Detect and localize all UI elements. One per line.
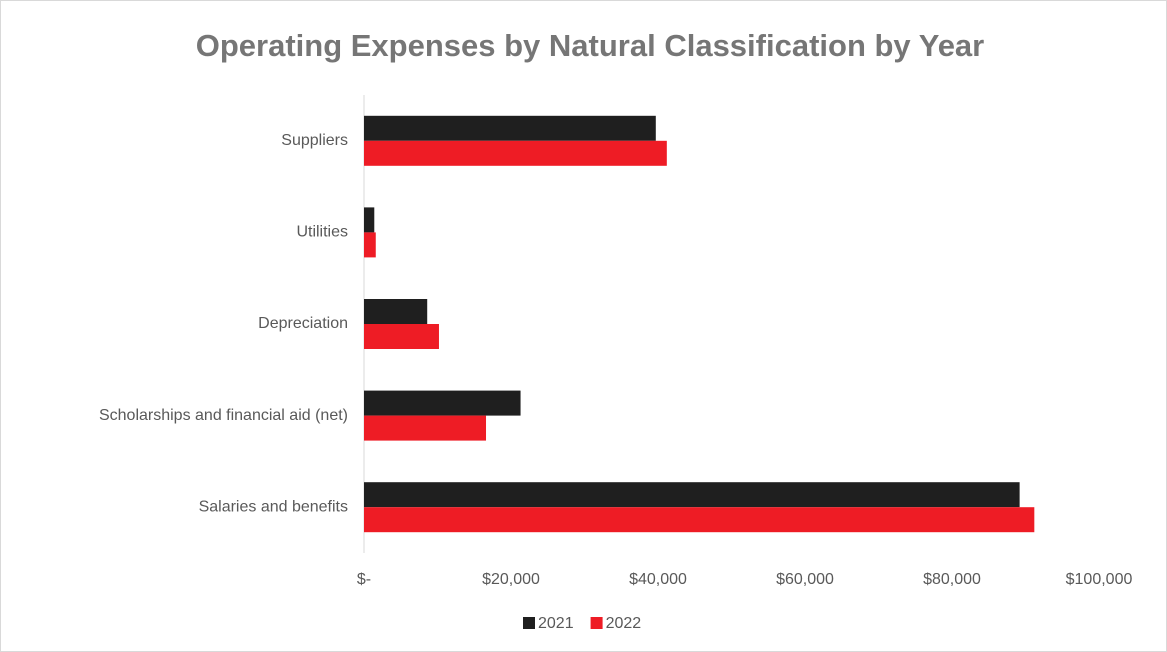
x-tick-label: $40,000 [629, 571, 687, 588]
bar [364, 507, 1035, 533]
bar [364, 324, 439, 349]
y-tick-label: Scholarships and financial aid (net) [99, 407, 348, 424]
y-tick-label: Salaries and benefits [199, 498, 348, 515]
bar [364, 115, 656, 141]
bar [364, 482, 1020, 508]
bar [364, 140, 667, 166]
y-tick-label: Utilities [296, 224, 348, 241]
x-tick-label: $20,000 [482, 571, 540, 588]
x-tick-label: $100,000 [1066, 571, 1133, 588]
y-tick-label: Depreciation [258, 315, 348, 332]
bar [364, 390, 521, 416]
x-tick-label: $60,000 [776, 571, 834, 588]
x-tick-label: $80,000 [923, 571, 981, 588]
bar [364, 232, 376, 258]
legend-label: 2022 [606, 615, 642, 632]
legend-swatch [523, 617, 535, 629]
bar [364, 207, 375, 233]
bar [364, 415, 487, 441]
legend-label: 2021 [538, 615, 574, 632]
legend-swatch [590, 617, 603, 629]
chart-title: Operating Expenses by Natural Classifica… [196, 28, 985, 63]
y-tick-label: Suppliers [281, 132, 348, 149]
x-tick-label: $- [357, 571, 371, 588]
bar [364, 299, 428, 324]
